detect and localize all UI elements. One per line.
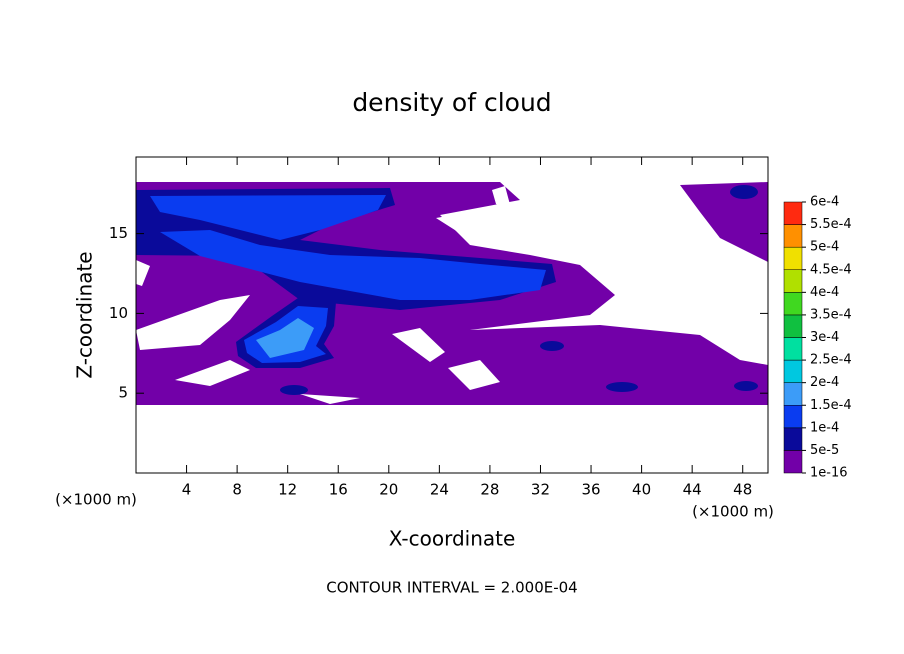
x-tick-label: 44 [683, 481, 702, 499]
x-tick-label: 48 [733, 481, 752, 499]
plot-frame [135, 156, 769, 474]
contour-field [136, 182, 768, 405]
contour-gap [136, 186, 768, 404]
colorbar-box [783, 359, 803, 383]
x-unit-label: (×1000 m) [55, 491, 137, 509]
x-tick-label: 32 [531, 481, 550, 499]
colorbar-label: 1.5e-4 [810, 398, 852, 413]
x-tick-label: 40 [632, 481, 651, 499]
colorbar-label: 2e-4 [810, 375, 839, 390]
colorbar-box [783, 269, 803, 293]
colorbar-box [783, 450, 803, 474]
colorbar-box [783, 337, 803, 361]
colorbar-label: 4e-4 [810, 285, 839, 300]
colorbar-box [783, 405, 803, 429]
colorbar-box [783, 224, 803, 248]
contour-band [256, 318, 314, 358]
contour-band [150, 195, 546, 363]
colorbar-box [783, 427, 803, 451]
x-tick-label: 20 [379, 481, 398, 499]
x-tick-label: 16 [329, 481, 348, 499]
colorbar-label: 6e-4 [810, 195, 839, 210]
x-tick-label: 28 [480, 481, 499, 499]
x-tick-label: 4 [182, 481, 192, 499]
colorbar-label: 5e-4 [810, 240, 839, 255]
colorbar-box [783, 246, 803, 271]
colorbar-label: 5.5e-4 [810, 217, 852, 232]
colorbar-label: 1e-16 [810, 466, 848, 481]
colorbar-label: 3.5e-4 [810, 307, 852, 322]
x-tick-label: 12 [278, 481, 297, 499]
y-tick-label: 10 [109, 304, 128, 322]
x-tick-label: 24 [430, 481, 449, 499]
colorbar-label: 2.5e-4 [810, 353, 852, 368]
y-tick-label: 15 [109, 224, 128, 242]
x-tick-label: 8 [232, 481, 242, 499]
colorbar-box [783, 201, 803, 225]
y-axis-label: Z-coordinate [73, 251, 97, 378]
chart-title: density of cloud [352, 88, 551, 117]
colorbar-box [783, 292, 803, 316]
colorbar-label: 3e-4 [810, 330, 839, 345]
colorbar-label: 5e-5 [810, 443, 839, 458]
colorbar-box [783, 314, 803, 338]
x-axis-label: X-coordinate [389, 527, 516, 551]
x-tick-label: 36 [581, 481, 600, 499]
annotation: CONTOUR INTERVAL = 2.000E-04 [326, 579, 577, 597]
colorbar-label: 4.5e-4 [810, 262, 852, 277]
colorbar-box [783, 382, 803, 406]
colorbar-label: 1e-4 [810, 420, 839, 435]
x-unit-label: (×1000 m) [692, 503, 774, 521]
y-tick-label: 5 [118, 384, 128, 402]
